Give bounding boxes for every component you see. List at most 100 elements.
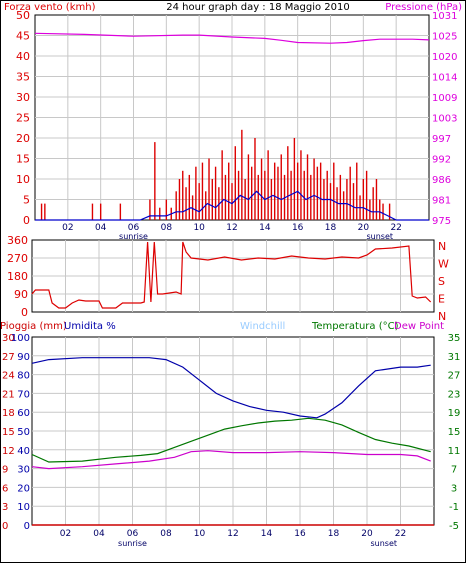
humidity-x-sunrise-label: sunrise (118, 539, 147, 548)
wind-x-tick-label: 06 (128, 223, 140, 233)
direction-y-tick-label: 360 (7, 234, 28, 247)
dewpoint-series-line (31, 450, 431, 470)
humidity-x-tick-label: 14 (261, 529, 273, 539)
temperature-y-tick-label: -1 (449, 502, 459, 513)
wind-x-sunrise-label: sunrise (119, 232, 148, 241)
direction-compass-label: W (438, 258, 449, 271)
pressure-series-line (34, 32, 430, 44)
temperature-y-tick-label: 7 (451, 465, 457, 476)
rain-y-tick-label: 15 (2, 427, 15, 438)
pressure-y-tick-label: 992 (432, 155, 451, 166)
wind-x-tick-label: 16 (292, 223, 304, 233)
temperature-y-tick-label: 35 (448, 333, 461, 344)
wind-y-tick-label: 30 (16, 91, 30, 104)
pressure-y-tick-label: 997 (432, 134, 451, 145)
direction-compass-label: S (438, 275, 445, 288)
rain-y-tick-label: 18 (2, 408, 15, 419)
chart-title: 24 hour graph day : 18 Maggio 2010 (166, 2, 349, 13)
wind-y-tick-label: 25 (16, 112, 30, 125)
wind-x-tick-label: 14 (259, 223, 271, 233)
temperature-y-tick-label: 11 (448, 446, 461, 457)
pressure-y-tick-label: 1031 (432, 11, 457, 22)
pressure-y-tick-label: 1009 (432, 93, 457, 104)
wind-x-tick-label: 20 (358, 223, 370, 233)
humidity-x-tick-label: 18 (328, 529, 340, 539)
wind-y-tick-label: 10 (16, 173, 30, 186)
humidity-y-tick-label: 50 (17, 427, 30, 438)
dewpoint-label: Dew Point (394, 321, 444, 332)
direction-compass-label: N (438, 240, 446, 253)
humidity-y-tick-label: 40 (17, 446, 30, 457)
humidity-y-tick-label: 30 (17, 465, 30, 476)
humidity-y-tick-label: 90 (17, 352, 30, 363)
rain-axis-label: Pioggia (mm) (0, 321, 67, 332)
wind-y-tick-label: 0 (23, 214, 30, 227)
rain-y-tick-label: 12 (2, 446, 15, 457)
rain-y-tick-label: 6 (2, 483, 8, 494)
pressure-y-tick-label: 1020 (432, 52, 457, 63)
humidity-x-sunset-label: sunset (370, 539, 397, 548)
rain-y-tick-label: 27 (2, 352, 15, 363)
wind-y-tick-label: 40 (16, 50, 30, 63)
wind-x-tick-label: 22 (390, 223, 401, 233)
wind-x-sunset-label: sunset (366, 232, 393, 241)
wind-y-tick-label: 50 (16, 9, 30, 22)
wind-x-tick-label: 18 (325, 223, 337, 233)
direction-compass-label: N (438, 310, 446, 323)
pressure-y-tick-label: 986 (432, 175, 451, 186)
wind-x-tick-label: 12 (226, 223, 237, 233)
temperature-y-tick-label: -5 (449, 521, 459, 532)
rain-y-tick-label: 9 (2, 465, 8, 476)
temperature-y-tick-label: 31 (448, 352, 461, 363)
pressure-y-tick-label: 1014 (432, 73, 457, 84)
wind-axis-label: Forza vento (kmh) (4, 2, 96, 13)
pressure-y-tick-label: 1003 (432, 114, 457, 125)
rain-y-tick-label: 3 (2, 502, 8, 513)
rain-y-tick-label: 0 (2, 521, 8, 532)
pressure-y-tick-label: 975 (432, 216, 451, 227)
temperature-y-tick-label: 27 (448, 371, 461, 382)
humidity-y-tick-label: 20 (17, 483, 30, 494)
wind-x-tick-label: 02 (62, 223, 73, 233)
direction-y-tick-label: 0 (21, 306, 28, 319)
wind-y-tick-label: 20 (16, 132, 30, 145)
wind-average-line (35, 190, 429, 221)
pressure-y-tick-label: 1025 (432, 32, 457, 43)
direction-y-tick-label: 270 (7, 252, 28, 265)
humidity-x-tick-label: 16 (294, 529, 306, 539)
pressure-axis-label: Pressione (hPa) (385, 2, 462, 13)
pressure-y-tick-label: 981 (432, 196, 451, 207)
temperature-y-tick-label: 19 (448, 408, 461, 419)
humidity-y-tick-label: 0 (24, 521, 30, 532)
temperature-y-tick-label: 23 (448, 389, 461, 400)
wind-y-tick-label: 5 (23, 194, 30, 207)
humidity-series-line (31, 357, 431, 419)
humidity-axis-label: Umidita % (64, 321, 116, 332)
wind-y-tick-label: 45 (16, 30, 30, 43)
humidity-x-tick-label: 02 (60, 529, 71, 539)
humidity-x-tick-label: 22 (395, 529, 406, 539)
temperature-series-line (31, 417, 431, 463)
wind-direction-line (31, 241, 432, 309)
direction-compass-label: E (438, 293, 445, 306)
rain-y-tick-label: 30 (2, 333, 15, 344)
temperature-y-tick-label: 15 (448, 427, 461, 438)
humidity-x-tick-label: 12 (227, 529, 238, 539)
temperature-y-tick-label: 3 (451, 483, 457, 494)
wind-y-tick-label: 15 (16, 153, 30, 166)
wind-y-tick-label: 35 (16, 71, 30, 84)
humidity-x-tick-label: 04 (93, 529, 105, 539)
humidity-x-tick-label: 20 (361, 529, 373, 539)
humidity-y-tick-label: 80 (17, 371, 30, 382)
wind-x-tick-label: 04 (95, 223, 107, 233)
humidity-x-tick-label: 06 (127, 529, 139, 539)
humidity-y-tick-label: 60 (17, 408, 30, 419)
rain-y-tick-label: 24 (2, 371, 15, 382)
humidity-x-tick-label: 10 (194, 529, 206, 539)
direction-y-tick-label: 90 (14, 288, 28, 301)
humidity-y-tick-label: 70 (17, 389, 30, 400)
wind-x-tick-label: 10 (193, 223, 205, 233)
humidity-y-tick-label: 100 (11, 333, 30, 344)
temperature-axis-label: Temperatura (°C) (311, 321, 399, 332)
